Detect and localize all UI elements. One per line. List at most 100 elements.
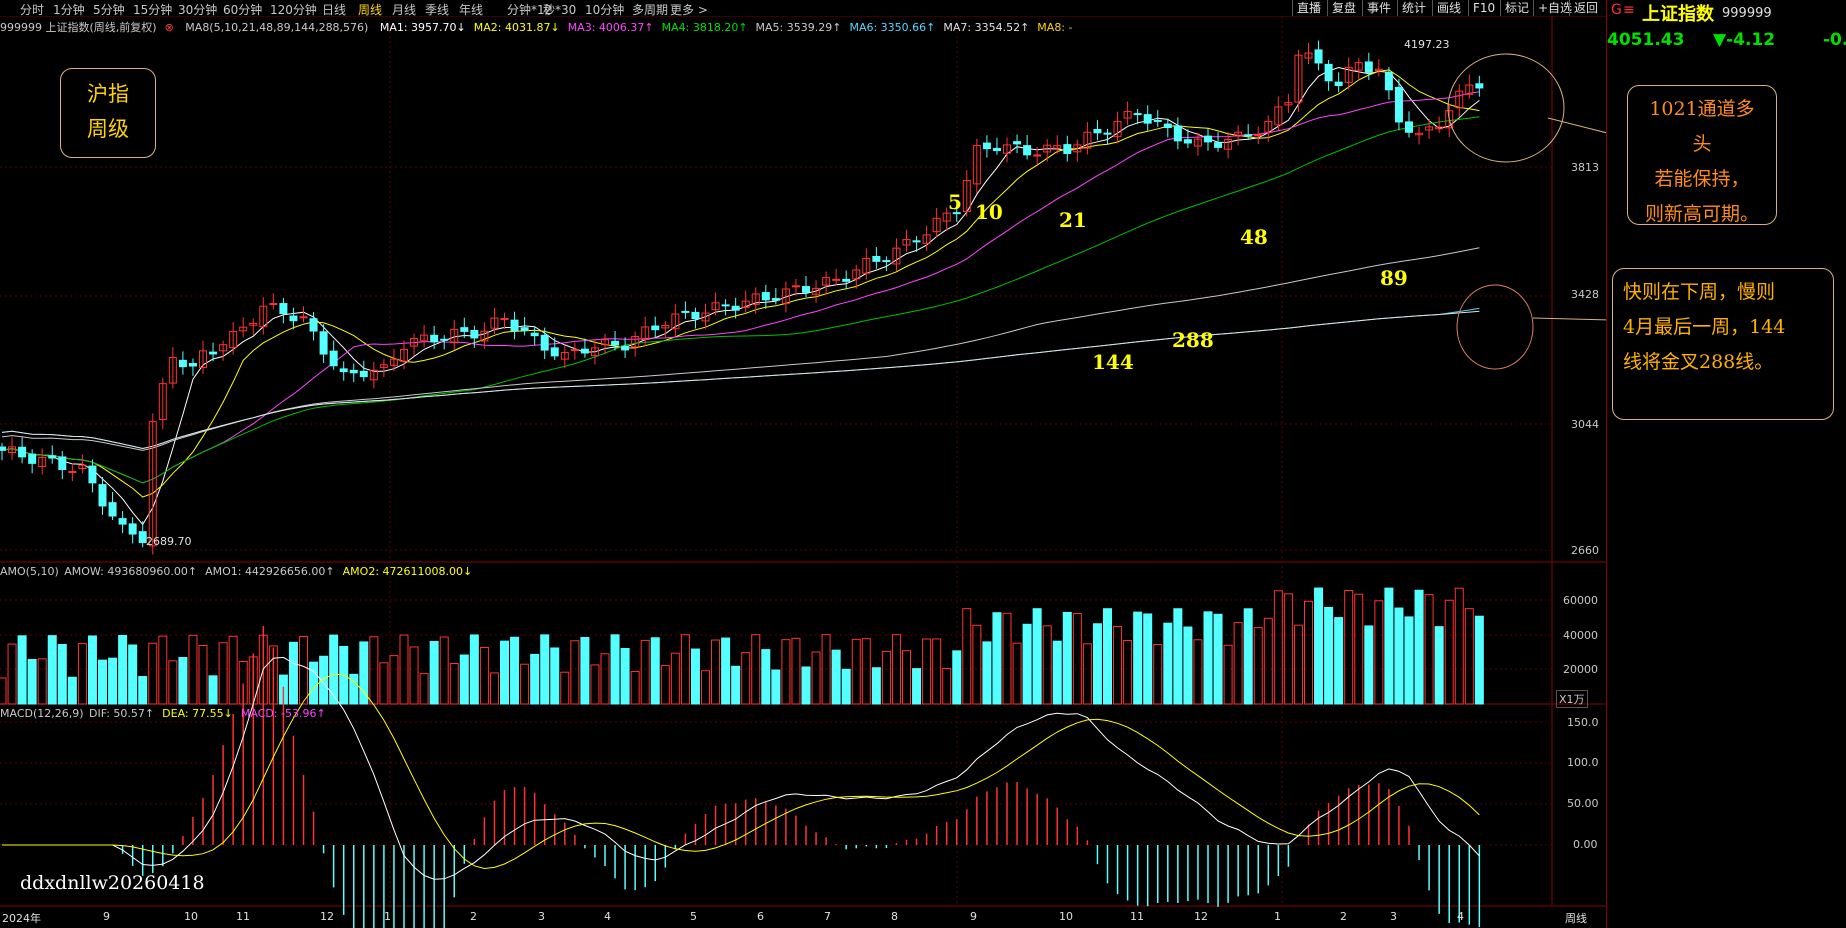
indicator-value: AMO1: 442926656.00↑ [205, 565, 335, 578]
close-icon[interactable]: ⊗ [164, 21, 174, 34]
toolbar-button[interactable]: 统计 [1397, 0, 1430, 16]
period-tab[interactable]: 季线 [425, 3, 450, 17]
volume-bar [1052, 640, 1062, 705]
volume-bar [1314, 587, 1324, 705]
candle-body [118, 518, 127, 525]
time-tick: 3 [1390, 910, 1397, 923]
indicator-value: MACD: -53.96↑ [240, 707, 326, 720]
toolbar-button[interactable]: 直播 [1292, 0, 1325, 16]
amo-values: AMOW: 493680960.00↑ AMO1: 442926656.00↑ AM… [64, 565, 480, 578]
note1-line2: 若能保持， [1654, 168, 1750, 190]
period-tab[interactable]: 30分钟 [178, 3, 218, 17]
indicator-value: AMOW: 493680960.00↑ [64, 565, 198, 578]
candle-body [1133, 113, 1142, 116]
toolbar-button[interactable]: 画线 [1432, 0, 1465, 16]
candle-body [1003, 144, 1011, 154]
note1-line3: 则新高可期。 [1644, 203, 1759, 225]
price-tick: 3044 [1571, 418, 1599, 431]
candle-body [410, 338, 419, 347]
candle-body [369, 369, 378, 381]
toolbar-button[interactable]: 事件 [1362, 0, 1395, 16]
volume-bar [299, 636, 308, 705]
volume-bar [1414, 589, 1424, 705]
volume-bar [1334, 617, 1344, 705]
candle-body [108, 502, 117, 517]
time-tick: 4 [1457, 910, 1464, 923]
candle-body [319, 331, 328, 355]
volume-bar [630, 670, 640, 705]
volume-bar [1223, 644, 1233, 705]
volume-bar [570, 640, 580, 705]
period-tab[interactable]: 10分钟 [585, 3, 625, 17]
candle-body [490, 317, 499, 329]
ma-label-5: 5 [948, 190, 962, 214]
candle-body [1374, 68, 1383, 71]
period-tab[interactable]: 周线 [358, 3, 383, 17]
toolbar-button[interactable]: 标记 [1500, 0, 1533, 16]
candle-body [1013, 141, 1022, 145]
candle-body [239, 326, 248, 332]
toolbar-button[interactable]: +自选 [1533, 0, 1576, 16]
volume-bar [1283, 593, 1293, 705]
period-tab[interactable]: 15分钟 [133, 3, 173, 17]
period-tab[interactable]: 5分钟 [93, 3, 125, 17]
volume-bar [510, 636, 520, 705]
volume-bar [711, 639, 721, 705]
period-tab[interactable]: 月线 [392, 3, 417, 17]
toolbar-button[interactable]: 复盘 [1327, 0, 1360, 16]
candle-body [1405, 121, 1413, 133]
candle-body [651, 325, 660, 331]
period-tab[interactable]: 分时 [20, 3, 45, 17]
period-tab[interactable]: 秒*30 [543, 3, 577, 17]
candle-body [400, 348, 408, 362]
ma-label-10: 10 [975, 200, 1003, 224]
time-tick: 2 [470, 910, 477, 923]
candle-body [1274, 106, 1283, 126]
period-tab[interactable]: 多周期 [632, 3, 669, 17]
volume-bar [1193, 639, 1203, 705]
period-tab[interactable]: 120分钟 [270, 3, 317, 17]
volume-bar [771, 669, 781, 705]
period-tab[interactable]: 1分钟 [53, 3, 85, 17]
volume-bar [1454, 587, 1464, 705]
volume-bar [349, 673, 359, 705]
volume-bar [1384, 587, 1394, 705]
kline-chart[interactable] [0, 0, 1606, 928]
candle-body [932, 217, 941, 233]
candle-body [440, 338, 449, 341]
toolbar-button[interactable]: F10 [1468, 0, 1499, 16]
amo-tick: 60000 [1563, 594, 1598, 607]
candle-body [1113, 120, 1122, 137]
candle-body [28, 453, 37, 464]
high-price-label: 4197.23 [1404, 38, 1450, 51]
period-tab[interactable]: 分钟*12 [507, 3, 553, 17]
volume-bar [851, 638, 861, 705]
candle-body [822, 277, 831, 286]
volume-bar [600, 653, 610, 705]
period-tab[interactable]: 60分钟 [223, 3, 263, 17]
volume-bar [932, 638, 942, 705]
annotation-note-channel: 1021通道多头 若能保持， 则新高可期。 [1627, 85, 1777, 225]
toolbar-button[interactable]: 返回 [1569, 0, 1602, 16]
candle-body [1384, 72, 1393, 91]
watermark: ddxdnllw20260418 [20, 872, 205, 894]
volume-bar [1424, 594, 1434, 705]
volume-bar [861, 638, 871, 705]
menu-icon[interactable]: ≡ [1623, 2, 1635, 18]
volume-bar [1404, 616, 1414, 705]
period-tab[interactable]: 更多 > [670, 3, 708, 17]
candle-body [510, 319, 519, 332]
period-tab[interactable]: 年线 [459, 3, 484, 17]
annotation-circle [1447, 53, 1565, 163]
volume-bar [359, 641, 369, 705]
candle-body [58, 456, 67, 470]
period-tab[interactable]: 日线 [322, 3, 347, 17]
volume-bar [158, 635, 168, 705]
time-tick: 1 [384, 910, 391, 923]
volume-bar [580, 637, 590, 705]
candle-body [168, 357, 177, 384]
macd-values: DIF: 50.57↑ DEA: 77.55↓ MACD: -53.96↑ [89, 707, 334, 720]
candle-body [1163, 123, 1172, 129]
candle-body [992, 147, 1001, 152]
time-tick: 6 [757, 910, 764, 923]
